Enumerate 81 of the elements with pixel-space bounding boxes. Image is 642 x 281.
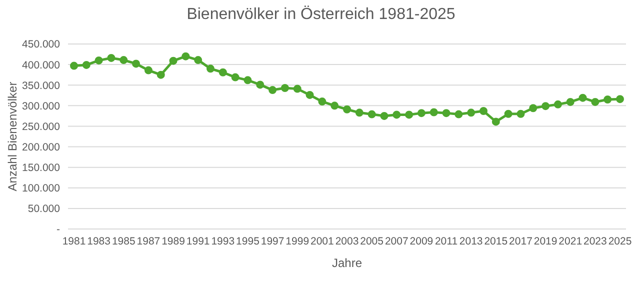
- point: [405, 110, 414, 119]
- point: [280, 84, 289, 92]
- point: [529, 104, 538, 112]
- point: [156, 70, 165, 79]
- x-axis-title: Jahre: [332, 256, 362, 270]
- point: [467, 108, 476, 117]
- point: [516, 110, 525, 118]
- y-tick-label: 150.000: [22, 162, 60, 174]
- y-tick-label: 250.000: [22, 120, 60, 133]
- point: [492, 118, 500, 126]
- point: [616, 95, 624, 104]
- point: [169, 56, 178, 65]
- point: [454, 110, 463, 118]
- point: [368, 110, 376, 118]
- point: [591, 98, 600, 106]
- x-tick-label: 1989: [162, 235, 186, 248]
- point: [194, 56, 202, 64]
- y-tick-label: 200.000: [22, 142, 60, 154]
- point: [218, 68, 227, 76]
- x-tick-label: 2001: [310, 235, 334, 248]
- x-tick-label: 1987: [136, 235, 160, 248]
- point: [318, 98, 326, 106]
- point: [182, 52, 190, 60]
- x-tick-label: 2017: [509, 235, 533, 248]
- point: [132, 60, 140, 68]
- y-tick-label: 400.000: [22, 59, 60, 72]
- point: [107, 54, 116, 62]
- point: [430, 108, 438, 116]
- point: [417, 109, 426, 118]
- point: [144, 66, 152, 74]
- point: [442, 109, 450, 118]
- x-tick-label: 2015: [484, 235, 508, 248]
- x-tick-label: 1983: [87, 235, 111, 248]
- point: [256, 80, 264, 89]
- x-tick-label: 2011: [434, 235, 458, 248]
- point: [330, 102, 339, 110]
- x-tick-label: 2003: [335, 235, 359, 248]
- x-tick-label: 1999: [286, 235, 310, 248]
- x-tick-label: 2005: [360, 235, 384, 248]
- point: [504, 110, 512, 118]
- point: [293, 84, 302, 93]
- point: [206, 64, 214, 73]
- point: [392, 110, 401, 119]
- point: [380, 112, 388, 120]
- point: [94, 56, 103, 64]
- point: [566, 98, 574, 106]
- point: [542, 102, 550, 110]
- y-tick-label: 100.000: [22, 182, 60, 195]
- x-tick-label: 2025: [608, 235, 632, 248]
- x-tick-label: 1991: [186, 235, 210, 248]
- x-tick-label: 1997: [260, 235, 284, 248]
- x-tick-label: 1995: [236, 235, 260, 248]
- point: [120, 56, 128, 64]
- x-tick-label: 2007: [384, 235, 408, 248]
- x-tick-label: 2019: [534, 235, 558, 248]
- y-tick-label: -: [56, 224, 60, 236]
- point: [70, 62, 78, 70]
- point: [554, 100, 562, 108]
- point: [231, 73, 240, 82]
- point: [306, 90, 314, 99]
- x-tick-label: 1981: [62, 235, 86, 248]
- point: [480, 107, 488, 116]
- x-tick-label: 2023: [584, 235, 608, 248]
- chart-title: Bienenvölker in Österreich 1981-2025: [186, 6, 456, 24]
- point: [355, 108, 364, 117]
- y-axis-title: Anzahl Bienenvölker: [5, 82, 20, 192]
- x-tick-label: 2009: [410, 235, 434, 248]
- y-tick-label: 300.000: [22, 100, 60, 112]
- y-tick-label: 350.000: [22, 80, 60, 92]
- point: [268, 86, 277, 94]
- y-tick-label: 50.000: [28, 203, 60, 216]
- point: [244, 76, 252, 84]
- y-tick-label: 450.000: [22, 38, 60, 51]
- point: [82, 60, 90, 69]
- x-tick-label: 1993: [211, 235, 235, 248]
- point: [343, 105, 351, 114]
- x-tick-label: 1985: [112, 235, 136, 248]
- point: [578, 94, 587, 102]
- x-tick-label: 2021: [558, 235, 582, 248]
- point: [604, 96, 612, 104]
- x-tick-label: 2013: [459, 235, 483, 248]
